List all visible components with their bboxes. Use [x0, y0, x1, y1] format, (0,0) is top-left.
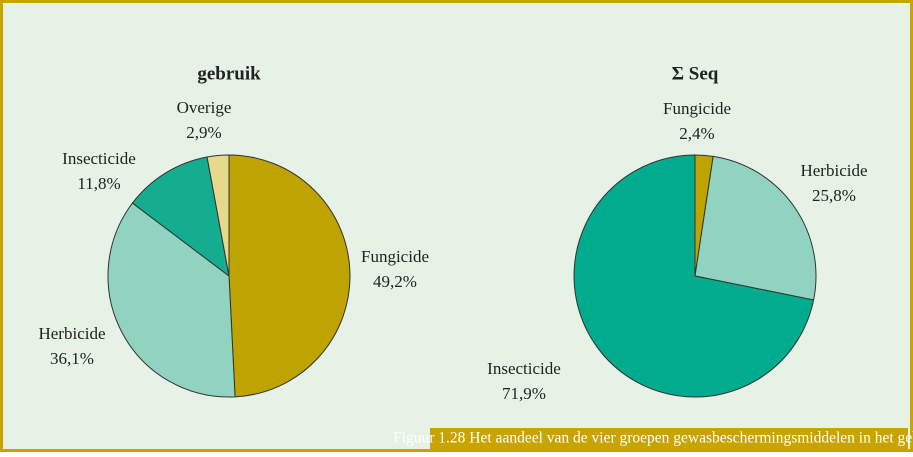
slice-label: Insecticide [62, 149, 136, 168]
slice-value: 2,4% [679, 124, 714, 143]
pie-slice [573, 154, 815, 398]
slice-value: 11,8% [77, 174, 120, 193]
pie-slice [228, 154, 351, 398]
slice-label: Herbicide [38, 324, 105, 343]
pie-slice [206, 154, 230, 277]
pie-slice [694, 155, 817, 301]
slice-value: 36,1% [50, 349, 94, 368]
caption-bar [430, 428, 908, 449]
pie-slice [107, 202, 236, 398]
slice-value: 71,9% [502, 384, 546, 403]
slice-label: Insecticide [487, 359, 561, 378]
slice-value: 2,9% [186, 123, 221, 142]
slice-label: Fungicide [361, 247, 429, 266]
slice-value: 25,8% [812, 186, 856, 205]
pie-slice [131, 156, 230, 278]
slice-label: Herbicide [800, 161, 867, 180]
slice-label: Fungicide [663, 99, 731, 118]
chart-title: Σ Seq [672, 63, 719, 84]
caption: Figuur 1.28 Het aandeel van de vier groe… [393, 430, 913, 447]
slice-label: Overige [177, 98, 232, 117]
chart-title: gebruik [197, 63, 261, 84]
slice-value: 49,2% [373, 272, 417, 291]
